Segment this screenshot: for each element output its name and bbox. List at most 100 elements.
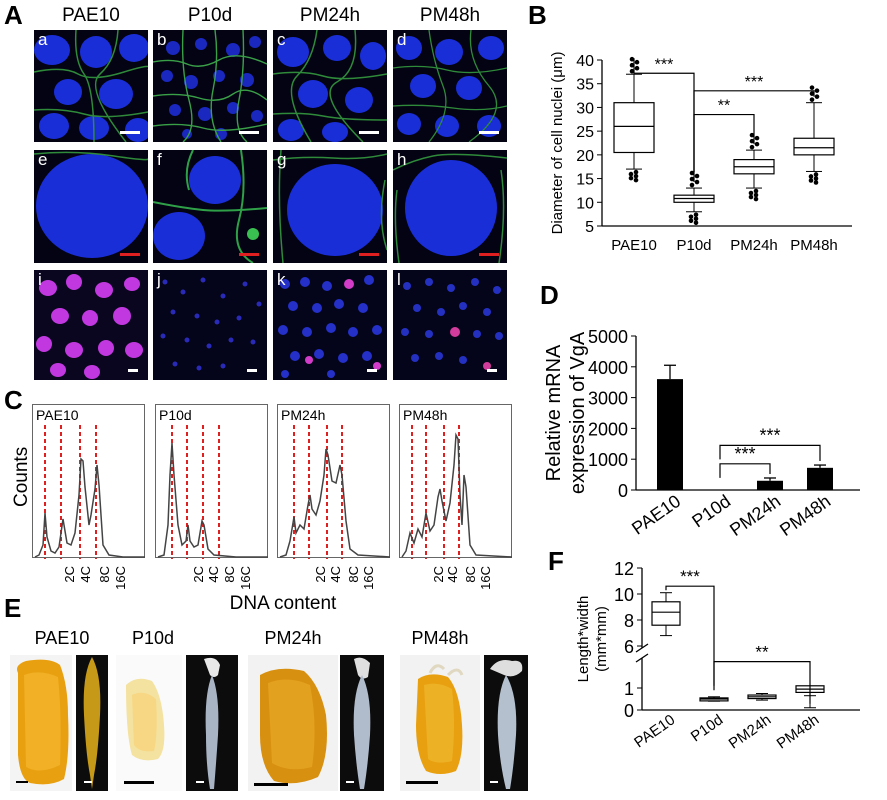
outlier-point [633, 169, 639, 175]
significance-label: *** [745, 74, 764, 91]
tile-letter: f [157, 150, 162, 169]
panel-b-label: B [528, 0, 547, 30]
ploidy-tick-label: 8C [346, 566, 361, 583]
micrograph-i: i [34, 270, 148, 380]
col-header-pm48h: PM48h [419, 5, 481, 26]
outlier-point [813, 180, 819, 185]
outlier-point [753, 192, 759, 198]
y-tick-label: 3000 [588, 389, 628, 409]
histogram-label: PM48h [403, 407, 448, 423]
panel-c-ylabel: Counts [11, 446, 32, 507]
y-tick-label: 35 [576, 77, 594, 94]
histogram-label: P10d [159, 407, 192, 423]
x-tick-label: PAE10 [631, 711, 678, 751]
outlier-point [749, 132, 755, 138]
outlier-point [693, 212, 699, 218]
outlier-point [753, 188, 759, 194]
y-axis-label: Diameter of cell nuclei (μm) [549, 52, 566, 235]
tile-letter: b [157, 30, 167, 49]
y-tick-label: 0 [624, 701, 634, 721]
ploidy-tick-label: 2C [62, 566, 77, 583]
outlier-point [814, 88, 820, 93]
scale-bar [120, 253, 140, 256]
photo-label-p10d: P10d [131, 628, 175, 648]
x-tick-label: P10d [676, 237, 711, 254]
ploidy-tick-label: 2C [431, 566, 446, 583]
outlier-point [813, 176, 819, 181]
micrograph-g: g [273, 150, 387, 263]
outlier-point [688, 218, 694, 224]
chart-b-nuclei-diameter: 5 10 15 20 25 30 35 40 Diameter of cell nuclei (… [549, 52, 852, 254]
ploidy-tick-label: 8C [463, 566, 478, 583]
significance-label: *** [680, 567, 700, 586]
bar [807, 467, 833, 490]
micrograph-c: c [273, 30, 387, 142]
significance-bracket [719, 444, 821, 462]
col-header-pm24h: PM24h [299, 5, 361, 26]
ovariole-photo-pm48h [484, 655, 528, 791]
micrograph-d: d [393, 30, 507, 142]
x-tick-label: PAE10 [628, 491, 684, 539]
outlier-point [689, 182, 695, 188]
y-tick-label: 25 [576, 124, 594, 141]
outlier-point [754, 135, 760, 141]
col-header-pae10: PAE10 [62, 5, 120, 26]
y-tick-label: 0 [618, 481, 628, 501]
significance-label: *** [655, 56, 674, 73]
outlier-point [814, 94, 820, 99]
outlier-point [689, 176, 695, 182]
ploidy-tick-labels: 2C 4C 8C 16C 2C 4C 8C 16C 2C 4C 8C 16C 2C 4C 8C 16C [30, 562, 520, 598]
ovariole-photo-pae10 [76, 655, 108, 791]
outlier-point [628, 175, 634, 181]
tile-letter: g [277, 150, 287, 169]
y-tick-label: 4000 [588, 358, 628, 378]
outlier-point [808, 178, 814, 183]
scale-bar [359, 131, 379, 134]
significance-label: ** [718, 98, 730, 115]
histogram-p10d: P10d [155, 404, 268, 559]
y-tick-label: 10 [614, 585, 634, 605]
col-header-p10d: P10d [187, 5, 233, 26]
x-tick-label: P10d [688, 711, 726, 745]
scale-bar [367, 369, 377, 372]
ploidy-tick-label: 4C [78, 566, 93, 583]
scale-bar [487, 369, 497, 372]
outlier-point [629, 62, 635, 68]
ploidy-tick-label: 4C [328, 566, 343, 583]
ovary-photo-pm24h [248, 655, 338, 791]
y-tick-label: 15 [576, 172, 594, 189]
significance-label: *** [759, 425, 780, 445]
outlier-point [809, 85, 815, 90]
x-tick-label: PM48h [790, 237, 838, 254]
tile-letter: l [397, 270, 401, 289]
y-tick-label: 20 [576, 148, 594, 165]
y-tick-label: 6 [624, 637, 634, 657]
micrograph-a: a [34, 30, 148, 142]
histogram-pae10: PAE10 [32, 404, 145, 559]
axis-break-mark [635, 653, 649, 663]
significance-bracket [693, 90, 815, 173]
ploidy-tick-label: 8C [97, 566, 112, 583]
outlier-point [749, 138, 755, 144]
axis-break-mark [635, 643, 649, 653]
tile-letter: h [397, 150, 407, 169]
y-tick-label: 8 [624, 611, 634, 631]
ploidy-tick-label: 16C [478, 566, 493, 590]
panel-e-label: E [4, 593, 22, 623]
tile-letter: i [38, 270, 42, 289]
micrograph-j: j [153, 270, 267, 380]
ploidy-tick-label: 16C [113, 566, 128, 590]
scale-bar [479, 131, 499, 134]
panel-f-label: F [548, 546, 564, 576]
outlier-point [809, 91, 815, 96]
ovary-photo-p10d [116, 655, 182, 791]
box [793, 137, 835, 156]
histogram-pm24h: PM24h [277, 404, 391, 559]
y-tick-label: 10 [576, 195, 594, 212]
tile-letter: j [157, 270, 161, 289]
micrograph-l: l [393, 270, 507, 380]
ploidy-tick-label: 2C [191, 566, 206, 583]
outlier-point [749, 144, 755, 150]
outlier-point [634, 59, 640, 65]
photo-label-pm24h: PM24h [264, 628, 322, 648]
